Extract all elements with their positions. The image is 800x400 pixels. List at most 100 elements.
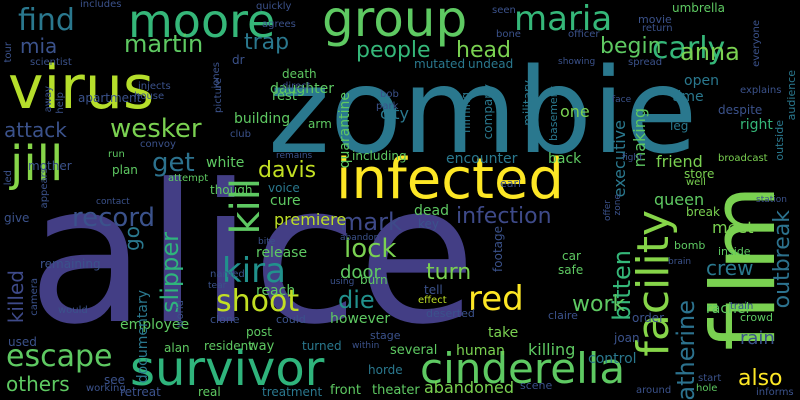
word-scientist: scientist <box>30 57 72 68</box>
word-encounter: encounter <box>446 151 518 167</box>
word-rain: rain <box>740 328 775 349</box>
word-crowd: crowd <box>740 311 774 324</box>
word-military: military <box>521 80 535 126</box>
word-audience: audience <box>785 70 798 121</box>
word-safe: safe <box>558 263 584 277</box>
word-turned: turned <box>302 339 342 353</box>
word-agrees: agrees <box>262 19 296 30</box>
word-stage: stage <box>370 329 401 342</box>
word-human: human <box>456 343 505 359</box>
word-effect: effect <box>418 295 447 306</box>
word-plan: plan <box>112 163 138 177</box>
word-well: well <box>686 177 706 188</box>
word-friend: friend <box>656 152 703 171</box>
word-however: however <box>330 311 391 327</box>
word-filming: filming <box>459 92 473 134</box>
word-injects: injects <box>138 81 171 92</box>
word-survivor: survivor <box>130 341 325 397</box>
word-inside: inside <box>718 245 751 258</box>
word-attempt: attempt <box>168 173 209 184</box>
word-resident: resident <box>204 339 253 353</box>
word-order: order <box>632 311 664 325</box>
word-post: post <box>246 325 272 339</box>
word-movie: movie <box>638 13 672 26</box>
word-right: right <box>740 117 773 133</box>
word-queen: queen <box>654 190 705 209</box>
word-mother: mother <box>28 159 72 173</box>
word-informs: informs <box>756 387 794 398</box>
word-train: train <box>730 301 754 312</box>
word-trap: trap <box>244 30 290 55</box>
word-leg: leg <box>670 119 689 133</box>
word-using: using <box>330 277 355 287</box>
word-offer: offer <box>603 200 613 221</box>
word-escape: escape <box>6 339 113 374</box>
word-spread: spread <box>628 57 663 68</box>
word-infection: infection <box>456 204 552 229</box>
word-martin: martin <box>124 30 204 58</box>
word-camera: camera <box>29 278 40 316</box>
word-run: run <box>108 149 125 160</box>
word-people: people <box>356 38 431 63</box>
word-one: one <box>560 102 590 121</box>
word-around: around <box>636 385 672 396</box>
word-alice: alice <box>28 144 477 367</box>
word-control: control <box>588 351 637 367</box>
word-carly: carly <box>652 31 726 66</box>
word-zombie: zombie <box>268 42 698 180</box>
word-abandoned: abandoned <box>424 378 514 397</box>
word-bite: bite <box>258 237 276 247</box>
word-theater: theater <box>372 383 420 398</box>
word-park: park <box>376 101 399 112</box>
word-infected: infected <box>336 147 564 212</box>
word-basement: basement <box>547 86 560 141</box>
word-death: death <box>282 67 317 81</box>
word-release: release <box>256 245 308 261</box>
word-get: get <box>152 148 195 178</box>
word-real: real <box>198 385 221 399</box>
word-zone: zone <box>613 194 623 216</box>
word-horde: horde <box>368 363 403 377</box>
word-despite: despite <box>718 103 763 117</box>
word-quickly: quickly <box>256 1 292 12</box>
word-attack: attack <box>4 118 67 142</box>
word-explains: explains <box>740 85 782 96</box>
word-including: including <box>352 149 407 163</box>
word-face: face <box>612 95 632 105</box>
word-mark: mark <box>340 208 402 236</box>
word-earl: earl <box>500 177 522 190</box>
word-picture: picture <box>213 78 224 113</box>
word-go: go <box>120 226 144 251</box>
word-everyone: everyone <box>751 20 762 67</box>
word-employee: employee <box>120 317 190 333</box>
word-key: key <box>418 217 440 231</box>
word-door: door <box>340 262 381 283</box>
word-store: store <box>684 167 715 181</box>
word-die: die <box>338 286 375 314</box>
word-would: would <box>58 305 88 316</box>
word-back: back <box>548 151 582 167</box>
word-jill: jill <box>10 136 64 192</box>
word-find: find <box>18 3 75 38</box>
word-arm: arm <box>308 117 332 131</box>
word-bob: bob <box>380 89 399 100</box>
word-undead: undead <box>468 57 514 71</box>
word-umbrella: umbrella <box>672 1 725 15</box>
word-rachel: rachel <box>706 301 750 317</box>
word-front: front <box>330 383 361 398</box>
word-tour: tour <box>3 42 14 63</box>
word-quarantine: quarantine <box>337 92 353 169</box>
word-katherine: katherine <box>672 300 700 400</box>
word-cinderella: cinderella <box>420 344 626 393</box>
word-virus: virus <box>8 53 155 123</box>
word-others: others <box>6 372 70 396</box>
word-see: see <box>104 373 126 387</box>
word-contact: contact <box>96 197 130 207</box>
word-kira: kira <box>222 251 286 291</box>
word-several: several <box>390 343 438 358</box>
word-moore: moore <box>128 0 276 48</box>
word-station: station <box>756 195 787 205</box>
word-dr: dr <box>232 53 245 67</box>
word-reach: reach <box>256 283 296 299</box>
